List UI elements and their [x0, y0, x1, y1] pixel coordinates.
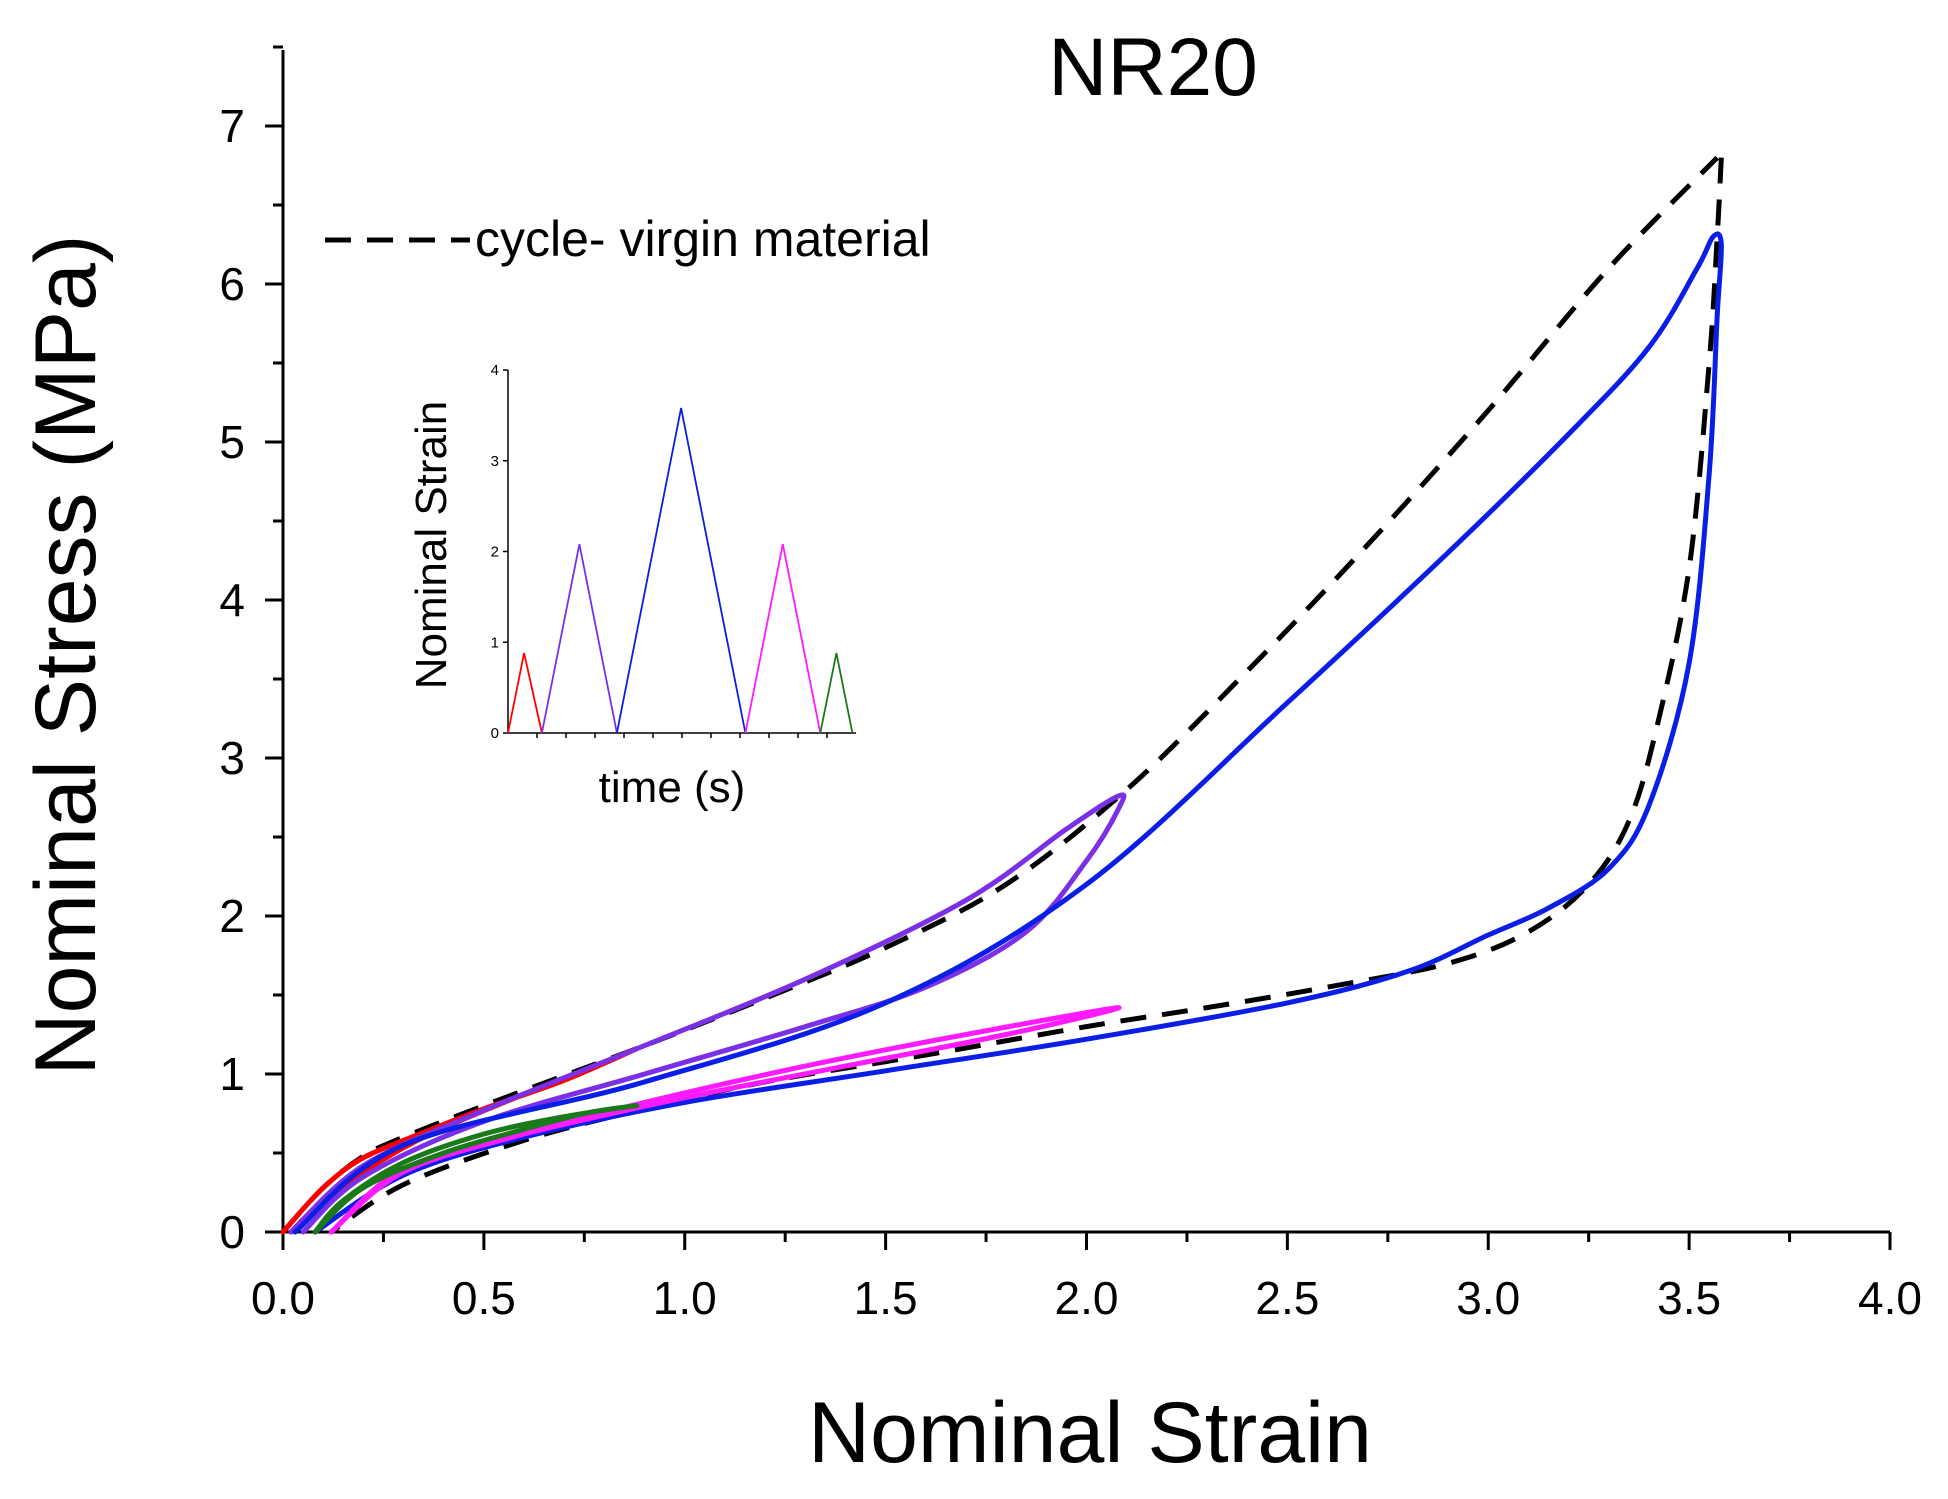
- x-tick-label: 3.5: [1657, 1272, 1721, 1324]
- x-tick-label: 2.0: [1055, 1272, 1119, 1324]
- series-line-6: [312, 1103, 640, 1235]
- series-line-4: [292, 231, 1724, 1235]
- x-axis-title: Nominal Strain: [808, 1385, 1372, 1481]
- inset-x-axis-title: time (s): [599, 763, 746, 812]
- inset-y-tick-label: 2: [491, 544, 499, 561]
- y-tick-label: 6: [219, 258, 245, 310]
- inset-y-tick-label: 1: [491, 634, 499, 651]
- legend-label: cycle- virgin material: [475, 211, 931, 267]
- x-tick-label: 2.5: [1255, 1272, 1319, 1324]
- x-tick-label: 0.0: [251, 1272, 315, 1324]
- axes: 0.0 0.5 1.0 1.5 2.0 2.5 3.0 3.5 4.0 0 1 2 3 4 5 6 7: [219, 45, 1922, 1324]
- y-tick-label: 7: [219, 100, 245, 152]
- x-tick-label: 1.5: [854, 1272, 918, 1324]
- series-line-5: [328, 1005, 1122, 1235]
- legend: cycle- virgin material: [325, 211, 931, 267]
- x-tick-label: 0.5: [452, 1272, 516, 1324]
- series-line-0: [281, 155, 1719, 1234]
- y-tick-label: 2: [219, 890, 245, 942]
- inset-y-tick-label: 3: [491, 453, 499, 470]
- x-tick-label: 1.0: [653, 1272, 717, 1324]
- inset-segment-3: [744, 544, 822, 734]
- y-tick-label: 3: [219, 732, 245, 784]
- chart-title: NR20: [1048, 22, 1258, 113]
- y-tick-label: 0: [219, 1206, 245, 1258]
- inset-segment-1: [541, 544, 618, 734]
- x-tick-label: 3.0: [1456, 1272, 1520, 1324]
- inset-y-tick-label: 4: [491, 362, 499, 379]
- inset-segment-2: [616, 407, 747, 734]
- x-tick-label: 4.0: [1858, 1272, 1922, 1324]
- inset-y-axis-title: Nominal Strain: [407, 401, 456, 690]
- inset-y-tick-label: 0: [491, 725, 499, 742]
- y-axis-title: Nominal Stress (MPa): [18, 234, 114, 1075]
- inset-segment-4: [819, 652, 854, 734]
- y-tick-label: 4: [219, 574, 245, 626]
- series-line-1: [329, 157, 1724, 1235]
- inset-segment-0: [507, 652, 543, 734]
- series-layer: [280, 155, 1724, 1235]
- y-tick-label: 1: [219, 1048, 245, 1100]
- series-line-3: [288, 792, 1127, 1235]
- y-tick-label: 5: [219, 416, 245, 468]
- inset-chart: 0 1 2 3 4: [491, 362, 856, 742]
